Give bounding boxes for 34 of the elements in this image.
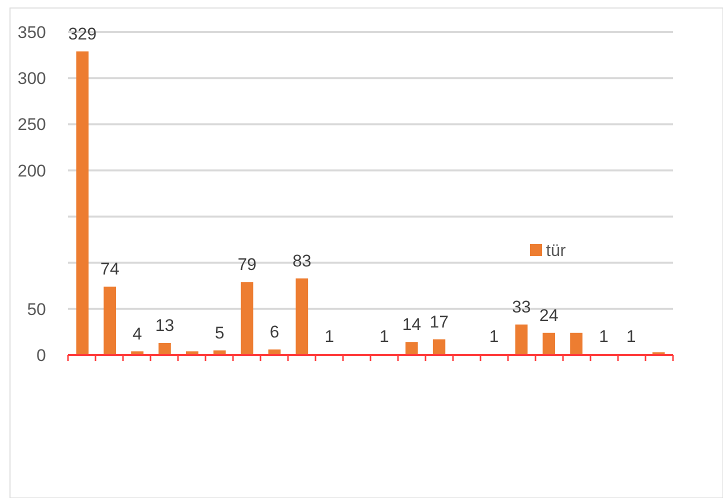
data-label: 33 xyxy=(512,298,531,317)
data-label: 1 xyxy=(626,327,636,346)
data-label: 74 xyxy=(100,260,120,279)
data-label: 1 xyxy=(598,327,608,346)
bar xyxy=(432,339,446,355)
data-label: 4 xyxy=(132,324,142,344)
y-tick-label: 0 xyxy=(36,346,46,365)
y-tick-label: 200 xyxy=(18,161,46,180)
bar xyxy=(240,282,254,355)
data-label: 17 xyxy=(430,312,449,332)
legend-label: tür xyxy=(546,240,566,260)
y-tick-label: 250 xyxy=(18,115,46,134)
bar xyxy=(405,342,418,355)
data-label: 14 xyxy=(402,315,422,334)
data-label: 5 xyxy=(214,323,224,342)
data-label: 24 xyxy=(539,306,558,325)
bar xyxy=(542,332,556,355)
data-label: 1 xyxy=(379,327,389,346)
bar xyxy=(570,332,582,355)
data-label: 1 xyxy=(324,327,334,346)
data-label: 83 xyxy=(292,251,312,270)
bar xyxy=(104,286,116,355)
bar xyxy=(76,51,89,355)
data-label: 6 xyxy=(270,322,280,342)
bar xyxy=(515,324,528,355)
y-tick-label: 300 xyxy=(18,69,46,88)
bar xyxy=(158,343,171,355)
bar xyxy=(296,278,308,355)
data-label: 329 xyxy=(68,24,97,44)
y-tick-label: 350 xyxy=(18,22,46,42)
data-label: 1 xyxy=(489,327,499,346)
data-label: 13 xyxy=(155,316,174,336)
data-label: 79 xyxy=(238,255,256,274)
y-tick-label: 50 xyxy=(27,300,46,319)
